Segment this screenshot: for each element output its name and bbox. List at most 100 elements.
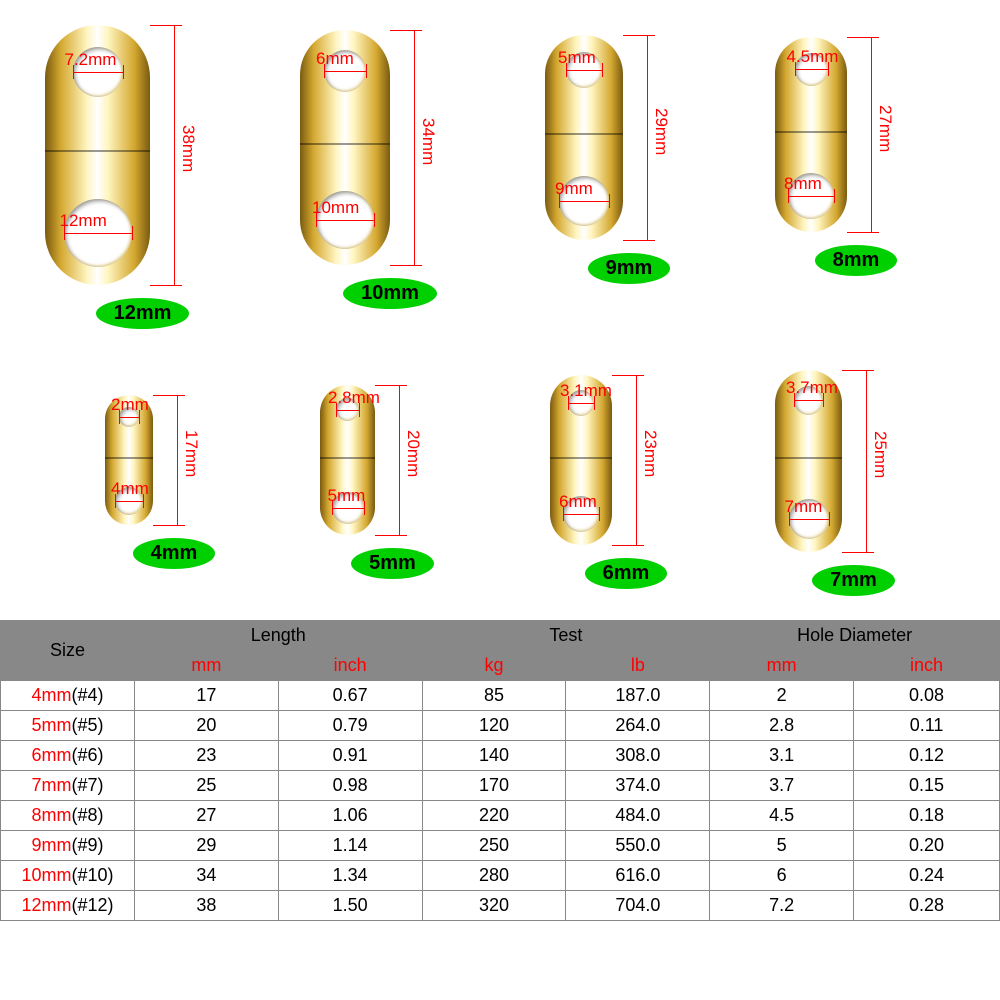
size-badge: 8mm bbox=[815, 245, 898, 276]
bottom-hole-label: 12mm bbox=[60, 211, 107, 231]
cell-size: 4mm(#4) bbox=[1, 681, 135, 711]
swivel-item-12mm: 7.2mm12mm38mm12mm bbox=[45, 20, 240, 329]
length-label: 29mm bbox=[651, 108, 671, 155]
swivel-diagram-area: 7.2mm12mm38mm12mm6mm10mm34mm10mm5mm9mm29… bbox=[0, 0, 1000, 620]
cell-hole_mm: 2 bbox=[710, 681, 854, 711]
table-row: 5mm(#5)200.79120264.02.80.11 bbox=[1, 711, 1000, 741]
size-badge: 6mm bbox=[585, 558, 668, 589]
length-label: 25mm bbox=[870, 431, 890, 478]
bottom-hole-label: 8mm bbox=[784, 174, 822, 194]
cell-len_in: 0.91 bbox=[278, 741, 422, 771]
length-label: 34mm bbox=[418, 118, 438, 165]
size-badge: 10mm bbox=[343, 278, 437, 309]
cell-hole_in: 0.20 bbox=[854, 831, 1000, 861]
cell-kg: 320 bbox=[422, 891, 566, 921]
unit-test-lb: lb bbox=[566, 651, 710, 681]
size-badge: 9mm bbox=[588, 253, 671, 284]
length-label: 20mm bbox=[403, 430, 423, 477]
cell-kg: 85 bbox=[422, 681, 566, 711]
col-test: Test bbox=[422, 621, 710, 651]
cell-hole_mm: 4.5 bbox=[710, 801, 854, 831]
cell-lb: 484.0 bbox=[566, 801, 710, 831]
table-row: 4mm(#4)170.6785187.020.08 bbox=[1, 681, 1000, 711]
swivel-item-7mm: 3.7mm 7mm 25mm 7mm bbox=[775, 365, 932, 596]
cell-kg: 250 bbox=[422, 831, 566, 861]
cell-len_in: 1.34 bbox=[278, 861, 422, 891]
bottom-hole-label: 10mm bbox=[312, 198, 359, 218]
unit-length-inch: inch bbox=[278, 651, 422, 681]
swivel-item-6mm: 3.1mm6mm23mm6mm bbox=[550, 370, 702, 589]
size-badge: 7mm bbox=[812, 565, 895, 596]
top-hole-label: 2mm bbox=[111, 395, 149, 415]
cell-len_in: 0.98 bbox=[278, 771, 422, 801]
col-size: Size bbox=[1, 621, 135, 681]
cell-size: 10mm(#10) bbox=[1, 861, 135, 891]
cell-kg: 120 bbox=[422, 711, 566, 741]
cell-size: 6mm(#6) bbox=[1, 741, 135, 771]
cell-size: 8mm(#8) bbox=[1, 801, 135, 831]
cell-lb: 704.0 bbox=[566, 891, 710, 921]
cell-hole_mm: 5 bbox=[710, 831, 854, 861]
cell-lb: 187.0 bbox=[566, 681, 710, 711]
table-row: 6mm(#6)230.91140308.03.10.12 bbox=[1, 741, 1000, 771]
cell-hole_mm: 3.7 bbox=[710, 771, 854, 801]
cell-len_in: 1.50 bbox=[278, 891, 422, 921]
cell-hole_in: 0.12 bbox=[854, 741, 1000, 771]
cell-lb: 550.0 bbox=[566, 831, 710, 861]
table-row: 12mm(#12)381.50320704.07.20.28 bbox=[1, 891, 1000, 921]
table-row: 9mm(#9)291.14250550.050.20 bbox=[1, 831, 1000, 861]
size-badge: 12mm bbox=[96, 298, 190, 329]
cell-hole_mm: 3.1 bbox=[710, 741, 854, 771]
table-row: 10mm(#10)341.34280616.060.24 bbox=[1, 861, 1000, 891]
cell-hole_in: 0.18 bbox=[854, 801, 1000, 831]
cell-hole_in: 0.28 bbox=[854, 891, 1000, 921]
unit-hole-mm: mm bbox=[710, 651, 854, 681]
cell-len_mm: 23 bbox=[134, 741, 278, 771]
bottom-hole-label: 4mm bbox=[111, 479, 149, 499]
cell-len_mm: 25 bbox=[134, 771, 278, 801]
unit-hole-inch: inch bbox=[854, 651, 1000, 681]
swivel-item-10mm: 6mm 10mm 34mm 10mm bbox=[300, 25, 480, 309]
swivel-item-5mm: 2.8mm 5mm 20mm 5mm bbox=[320, 380, 465, 579]
cell-lb: 616.0 bbox=[566, 861, 710, 891]
bottom-hole-label: 6mm bbox=[559, 492, 597, 512]
unit-length-mm: mm bbox=[134, 651, 278, 681]
cell-lb: 374.0 bbox=[566, 771, 710, 801]
cell-hole_in: 0.15 bbox=[854, 771, 1000, 801]
cell-len_mm: 17 bbox=[134, 681, 278, 711]
bottom-hole-label: 5mm bbox=[328, 486, 366, 506]
col-hole: Hole Diameter bbox=[710, 621, 1000, 651]
top-hole-label: 3.7mm bbox=[786, 378, 838, 398]
top-hole-label: 2.8mm bbox=[328, 388, 380, 408]
cell-len_mm: 29 bbox=[134, 831, 278, 861]
size-badge: 4mm bbox=[133, 538, 216, 569]
swivel-item-4mm: 2mm4mm17mm4mm bbox=[105, 390, 243, 569]
unit-test-kg: kg bbox=[422, 651, 566, 681]
swivel-item-8mm: 4.5mm8mm27mm8mm bbox=[775, 32, 937, 276]
cell-size: 12mm(#12) bbox=[1, 891, 135, 921]
cell-len_mm: 34 bbox=[134, 861, 278, 891]
cell-len_mm: 27 bbox=[134, 801, 278, 831]
top-hole-label: 5mm bbox=[558, 48, 596, 68]
cell-hole_in: 0.11 bbox=[854, 711, 1000, 741]
length-label: 38mm bbox=[178, 125, 198, 172]
table-row: 8mm(#8)271.06220484.04.50.18 bbox=[1, 801, 1000, 831]
cell-hole_in: 0.24 bbox=[854, 861, 1000, 891]
swivel-item-9mm: 5mm 9mm 29mm 9mm bbox=[545, 30, 713, 284]
cell-hole_mm: 7.2 bbox=[710, 891, 854, 921]
cell-kg: 170 bbox=[422, 771, 566, 801]
cell-kg: 140 bbox=[422, 741, 566, 771]
bottom-hole-label: 7mm bbox=[785, 497, 823, 517]
top-hole-label: 4.5mm bbox=[787, 47, 839, 67]
length-label: 23mm bbox=[640, 430, 660, 477]
col-length: Length bbox=[134, 621, 422, 651]
cell-len_in: 0.79 bbox=[278, 711, 422, 741]
cell-hole_in: 0.08 bbox=[854, 681, 1000, 711]
size-badge: 5mm bbox=[351, 548, 434, 579]
bottom-hole-label: 9mm bbox=[555, 179, 593, 199]
cell-size: 9mm(#9) bbox=[1, 831, 135, 861]
cell-lb: 264.0 bbox=[566, 711, 710, 741]
cell-size: 5mm(#5) bbox=[1, 711, 135, 741]
top-hole-label: 6mm bbox=[316, 49, 354, 69]
cell-len_in: 1.06 bbox=[278, 801, 422, 831]
